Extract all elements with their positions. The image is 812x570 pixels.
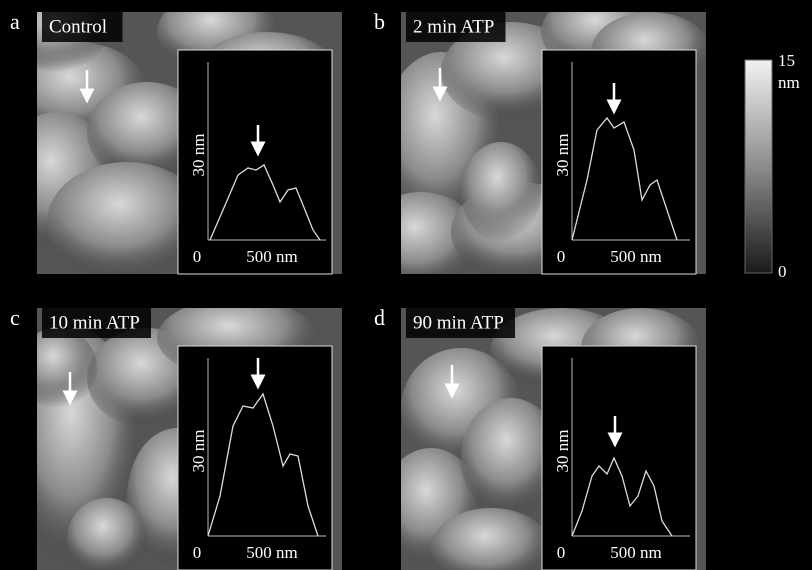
colorbar	[745, 60, 772, 273]
panel-label: Control	[49, 16, 107, 37]
profile-inset: 30 nm 0 500 nm	[542, 346, 696, 570]
panel-label: 90 min ATP	[413, 312, 504, 333]
profile-inset: 30 nm 0 500 nm	[178, 50, 332, 274]
profile-x-origin: 0	[193, 543, 202, 562]
panel: b 2 min ATP 30 nm 0 500 nm	[361, 0, 711, 292]
profile-y-label: 30 nm	[189, 430, 208, 473]
panel-label: 10 min ATP	[49, 312, 140, 333]
profile-x-origin: 0	[557, 247, 566, 266]
panel: d 90 min ATP 30 nm 0 500 nm	[374, 305, 706, 570]
profile-y-label: 30 nm	[553, 134, 572, 177]
profile-x-origin: 0	[193, 247, 202, 266]
panel: a Control 30 nm 0 500 nm	[0, 0, 342, 282]
panel-letter: c	[10, 305, 20, 330]
panel-label: 2 min ATP	[413, 16, 494, 37]
hill	[17, 328, 97, 408]
colorbar-min: 0	[778, 262, 787, 281]
page: {"panels": [ {"letter": "a", "label": "C…	[0, 0, 812, 570]
profile-inset: 30 nm 0 500 nm	[542, 50, 696, 274]
profile-x-origin: 0	[557, 543, 566, 562]
colorbar-max: 15	[778, 51, 795, 70]
profile-y-label: 30 nm	[553, 430, 572, 473]
panel-letter: b	[374, 9, 385, 34]
panel: c 10 min ATP 30 nm 0 500 nm	[10, 298, 342, 570]
profile-x-label: 500 nm	[246, 543, 297, 562]
panel-letter: a	[10, 9, 20, 34]
figure: 15 nm 0 a Control 30 nm 0 500 nm b 2 min ATP 30…	[0, 0, 812, 570]
profile-y-label: 30 nm	[189, 134, 208, 177]
profile-x-label: 500 nm	[246, 247, 297, 266]
colorbar-unit: nm	[778, 73, 800, 92]
profile-x-label: 500 nm	[610, 247, 661, 266]
profile-x-label: 500 nm	[610, 543, 661, 562]
hill	[461, 142, 541, 242]
profile-inset: 30 nm 0 500 nm	[178, 346, 332, 570]
panel-letter: d	[374, 305, 385, 330]
